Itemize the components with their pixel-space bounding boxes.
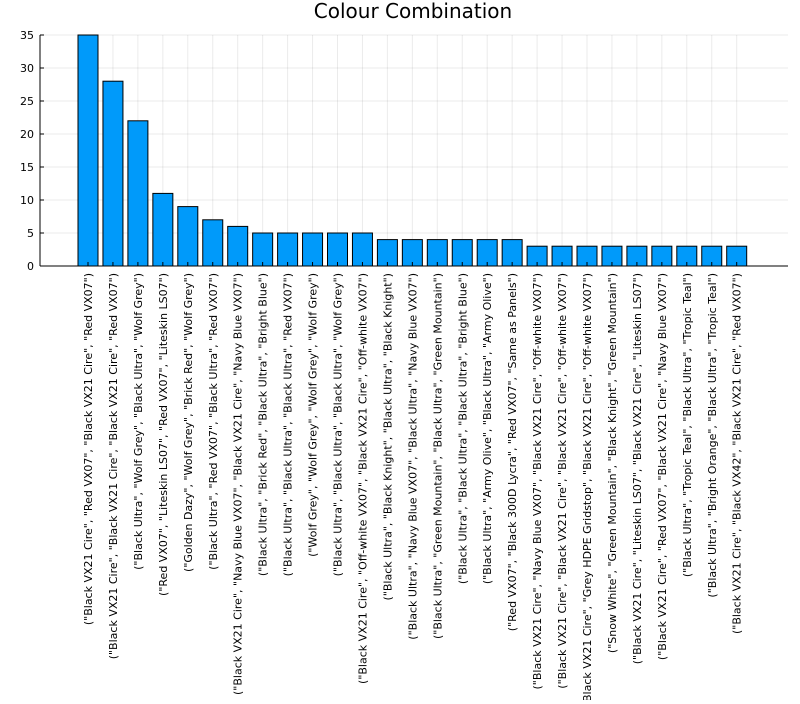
bar <box>302 232 324 267</box>
y-tick-label: 0 <box>27 260 34 273</box>
y-tick-label: 10 <box>20 194 34 207</box>
x-tick-label: ("Black Ultra", "Red VX07", "Black Ultra… <box>207 273 220 570</box>
y-tick-label: 25 <box>20 95 34 108</box>
x-tick-label: ("Black VX21 Cire", "Off-white VX07", "B… <box>356 273 369 684</box>
x-tick-label: ("Snow White", "Green Mountain", "Black … <box>606 273 619 653</box>
bar <box>252 232 274 267</box>
bar <box>227 225 249 267</box>
y-tick-label: 35 <box>20 29 34 42</box>
bar <box>77 34 99 267</box>
x-tick-label: ("Black VX21 Cire", "Red VX07", "Black V… <box>656 273 669 660</box>
bar <box>152 192 174 267</box>
x-tick-label: ("Black VX21 Cire", "Black VX42", "Black… <box>731 273 744 634</box>
x-tick-label: ("Black Ultra", "Army Olive", "Black Ult… <box>481 273 494 584</box>
x-tick-label: ("Black Ultra", "Brick Red", "Black Ultr… <box>257 273 270 576</box>
bar <box>102 80 124 267</box>
y-tick-label: 20 <box>20 128 34 141</box>
y-tick-label: 15 <box>20 161 34 174</box>
x-tick-label: ("Wolf Grey", "Wolf Grey", "Wolf Grey", … <box>307 273 320 557</box>
x-tick-label: ("Black VX21 Cire", "Navy Blue VX07", "B… <box>232 273 245 695</box>
y-tick-labels: 0 5 10 15 20 25 30 35 <box>20 29 34 273</box>
x-tick-label: ("Black VX21 Cire", "Black VX21 Cire", "… <box>556 273 569 689</box>
x-tick-label: ("Black Ultra", "Black Ultra", "Black Ul… <box>332 273 345 576</box>
x-tick-label: ("Black VX21 Cire", "Red VX07", "Black V… <box>82 273 95 625</box>
bar <box>277 232 299 267</box>
x-tick-label: ("Black Ultra", "Green Mountain", "Black… <box>431 273 444 639</box>
chart-title: Colour Combination <box>314 0 512 23</box>
x-tick-label: ("Black Ultra", "Navy Blue VX07", "Black… <box>406 273 419 640</box>
bar <box>202 219 224 267</box>
bar <box>351 232 373 267</box>
axis-layer <box>39 34 788 267</box>
x-tick-label: ("Golden Dazy", "Wolf Grey", "Brick Red"… <box>182 273 195 572</box>
x-tick-label: ("Red VX07", "Black 300D Lycra", "Red VX… <box>506 273 519 631</box>
bar <box>177 206 199 267</box>
x-tick-label: ("Red VX07", "Liteskin LS07", "Red VX07"… <box>157 273 170 596</box>
grid-layer <box>40 34 788 267</box>
x-tick-label: ("Black Ultra", "Bright Orange", "Black … <box>706 273 719 598</box>
bar <box>327 232 348 267</box>
x-tick-label: ("Black Ultra", "Black Ultra", "Black Ul… <box>456 273 469 584</box>
x-tick-label: ("Black Ultra", "Black Knight", "Black U… <box>381 273 394 600</box>
x-tick-label: ("Black VX21 Cire", "Grey HDPE Gridstop"… <box>581 273 594 700</box>
x-tick-label: ("Black Ultra", "Tropic Teal", "Black Ul… <box>681 273 694 577</box>
x-tick-label: ("Black VX21 Cire", "Black VX21 Cire", "… <box>107 273 120 659</box>
y-tick-label: 30 <box>20 62 34 75</box>
x-tick-label: ("Black Ultra", "Black Ultra", "Black Ul… <box>282 273 295 576</box>
x-tick-label: ("Black VX21 Cire", "Navy Blue VX07", "B… <box>531 273 544 689</box>
x-tick-label: ("Black Ultra", "Wolf Grey", "Black Ultr… <box>132 273 145 570</box>
bar <box>127 120 149 267</box>
x-tick-labels: ("Black VX21 Cire", "Red VX07", "Black V… <box>82 273 744 704</box>
y-tick-label: 5 <box>27 227 34 240</box>
x-tick-label: ("Black VX21 Cire", "Liteskin LS07", "Bl… <box>631 273 644 664</box>
